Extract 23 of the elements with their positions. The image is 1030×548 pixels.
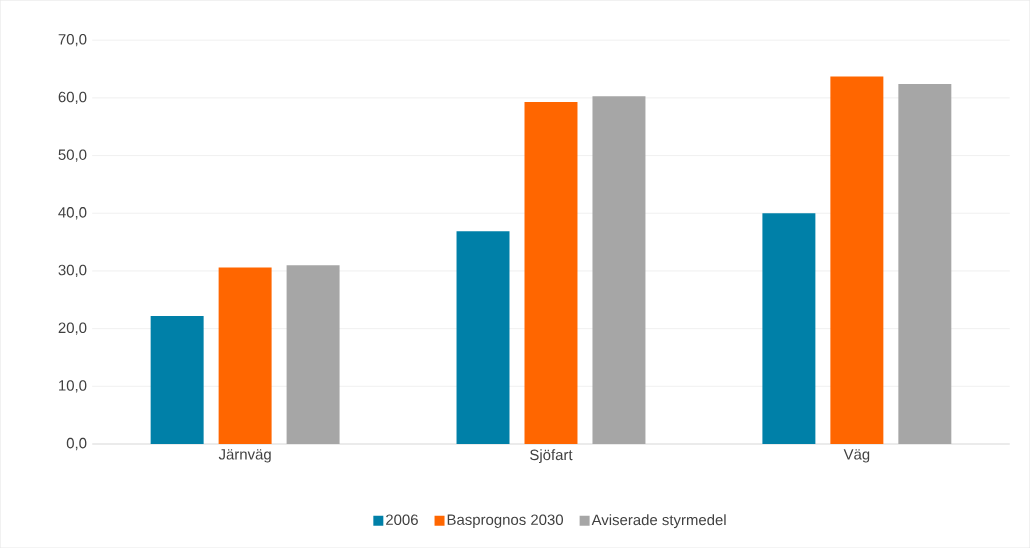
y-tick-label: 60,0	[58, 91, 87, 104]
bar	[286, 265, 340, 444]
bar	[762, 213, 816, 444]
bar	[830, 76, 884, 444]
y-tick-label: 70,0	[58, 33, 87, 47]
bar	[218, 267, 272, 444]
y-tick-label: 0,0	[66, 437, 87, 451]
legend-label: Aviserade styrmedel	[591, 514, 726, 529]
legend-label: 2006	[386, 514, 418, 525]
bar	[150, 315, 204, 444]
x-tick-label: Järnväg	[218, 449, 271, 463]
x-tick-label: Sjöfart	[530, 449, 573, 464]
bar	[524, 101, 578, 444]
bar	[456, 231, 510, 444]
y-tick-label: 30,0	[58, 264, 87, 278]
legend-label: Basprognos 2030	[447, 514, 563, 528]
x-tick-label: Väg	[843, 449, 870, 463]
bar	[592, 96, 646, 444]
y-tick-label: 40,0	[58, 207, 87, 220]
y-tick-label: 20,0	[58, 322, 87, 335]
y-tick-label: 10,0	[59, 380, 87, 393]
bar	[898, 83, 952, 444]
y-tick-label: 50,0	[58, 149, 87, 162]
